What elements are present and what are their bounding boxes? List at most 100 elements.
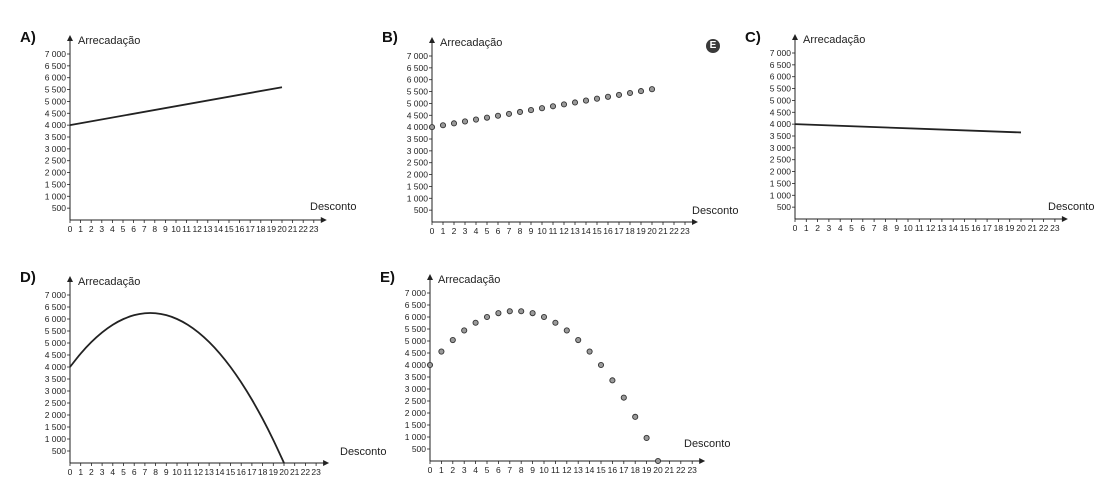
- y-axis-title: Arrecadação: [78, 276, 140, 288]
- y-tick-label: 4 000: [45, 362, 67, 372]
- x-tick-label: 4: [110, 467, 115, 477]
- x-tick-label: 4: [474, 226, 479, 236]
- y-tick-label: 2 500: [45, 156, 67, 166]
- y-tick-label: 4 000: [407, 122, 429, 132]
- y-tick-label: 6 000: [45, 314, 67, 324]
- y-tick-label: 1 500: [407, 181, 429, 191]
- x-tick-label: 15: [592, 226, 602, 236]
- data-point: [563, 327, 570, 334]
- x-axis-arrow-icon: [699, 458, 706, 464]
- x-tick-label: 19: [1005, 223, 1015, 233]
- y-tick-label: 5 500: [405, 324, 427, 334]
- x-tick-label: 7: [143, 467, 148, 477]
- x-tick-label: 5: [485, 465, 490, 475]
- y-tick-label: 1 500: [45, 179, 67, 189]
- y-tick-label: 3 000: [407, 146, 429, 156]
- x-tick-label: 11: [183, 467, 192, 477]
- answer-marker-badge: E: [706, 39, 720, 53]
- y-tick-label: 2 500: [770, 155, 792, 165]
- data-point: [626, 89, 634, 97]
- x-tick-label: 17: [247, 467, 257, 477]
- x-tick-label: 9: [163, 224, 168, 234]
- x-tick-label: 3: [827, 223, 832, 233]
- x-tick-label: 17: [982, 223, 992, 233]
- x-tick-label: 11: [915, 223, 924, 233]
- x-tick-label: 7: [507, 226, 512, 236]
- x-tick-label: 19: [267, 224, 277, 234]
- y-tick-label: 4 000: [45, 120, 67, 130]
- panel-label: A): [20, 29, 36, 46]
- y-tick-label: 4 500: [45, 350, 67, 360]
- y-tick-label: 5 500: [407, 87, 429, 97]
- x-tick-label: 8: [519, 465, 524, 475]
- data-point: [461, 118, 469, 125]
- data-point: [582, 97, 590, 104]
- panel-label: E): [380, 269, 395, 286]
- y-tick-label: 2 000: [407, 170, 429, 180]
- y-tick-label: 5 000: [405, 336, 427, 346]
- x-tick-label: 1: [78, 224, 83, 234]
- x-tick-label: 13: [570, 226, 580, 236]
- x-tick-label: 12: [192, 224, 202, 234]
- x-tick-label: 19: [642, 465, 652, 475]
- y-axis-title: Arrecadação: [803, 34, 865, 46]
- y-tick-label: 6 000: [45, 73, 67, 83]
- y-tick-label: 3 000: [405, 384, 427, 394]
- data-point: [643, 434, 650, 442]
- data-point: [461, 327, 468, 334]
- x-tick-label: 7: [507, 465, 512, 475]
- x-tick-label: 0: [68, 224, 73, 234]
- x-tick-label: 16: [608, 465, 618, 475]
- x-tick-label: 15: [596, 465, 606, 475]
- y-tick-label: 6 500: [45, 302, 67, 312]
- data-point: [593, 95, 601, 102]
- y-tick-label: 3 000: [45, 144, 67, 154]
- y-tick-label: 6 500: [45, 61, 67, 71]
- x-tick-label: 11: [182, 224, 191, 234]
- x-tick-label: 12: [559, 226, 569, 236]
- x-tick-label: 23: [311, 467, 321, 477]
- x-tick-label: 18: [256, 224, 266, 234]
- x-tick-label: 6: [131, 224, 136, 234]
- x-axis-title: Desconto: [684, 438, 730, 450]
- x-tick-label: 14: [581, 226, 591, 236]
- x-tick-label: 13: [573, 465, 583, 475]
- data-point: [426, 361, 434, 369]
- x-tick-label: 22: [676, 465, 686, 475]
- data-point: [494, 112, 502, 119]
- x-axis-arrow-icon: [692, 219, 698, 225]
- data-point: [648, 86, 656, 93]
- x-axis-title: Desconto: [1048, 201, 1094, 213]
- x-tick-label: 20: [277, 224, 287, 234]
- x-axis-arrow-icon: [320, 217, 327, 223]
- y-tick-label: 5 000: [770, 95, 792, 105]
- x-tick-label: 18: [994, 223, 1004, 233]
- data-point: [586, 348, 593, 355]
- x-tick-label: 15: [224, 224, 234, 234]
- y-tick-label: 1 000: [770, 190, 792, 200]
- y-axis-arrow-icon: [427, 274, 433, 280]
- x-tick-label: 0: [428, 465, 433, 475]
- x-tick-label: 14: [948, 223, 958, 233]
- x-tick-label: 0: [430, 226, 435, 236]
- x-tick-label: 21: [665, 465, 675, 475]
- x-tick-label: 6: [496, 226, 501, 236]
- y-tick-label: 3 500: [405, 372, 427, 382]
- x-tick-label: 20: [647, 226, 657, 236]
- series-line: [794, 123, 1022, 134]
- x-tick-label: 2: [452, 226, 457, 236]
- x-tick-label: 11: [551, 465, 560, 475]
- x-tick-label: 22: [301, 467, 311, 477]
- x-tick-label: 9: [529, 226, 534, 236]
- x-tick-label: 3: [100, 467, 105, 477]
- data-point: [495, 310, 502, 317]
- y-tick-label: 7 000: [770, 48, 792, 58]
- x-tick-label: 14: [585, 465, 595, 475]
- y-tick-label: 500: [52, 446, 66, 456]
- y-tick-label: 5 500: [770, 84, 792, 94]
- x-tick-label: 17: [614, 226, 624, 236]
